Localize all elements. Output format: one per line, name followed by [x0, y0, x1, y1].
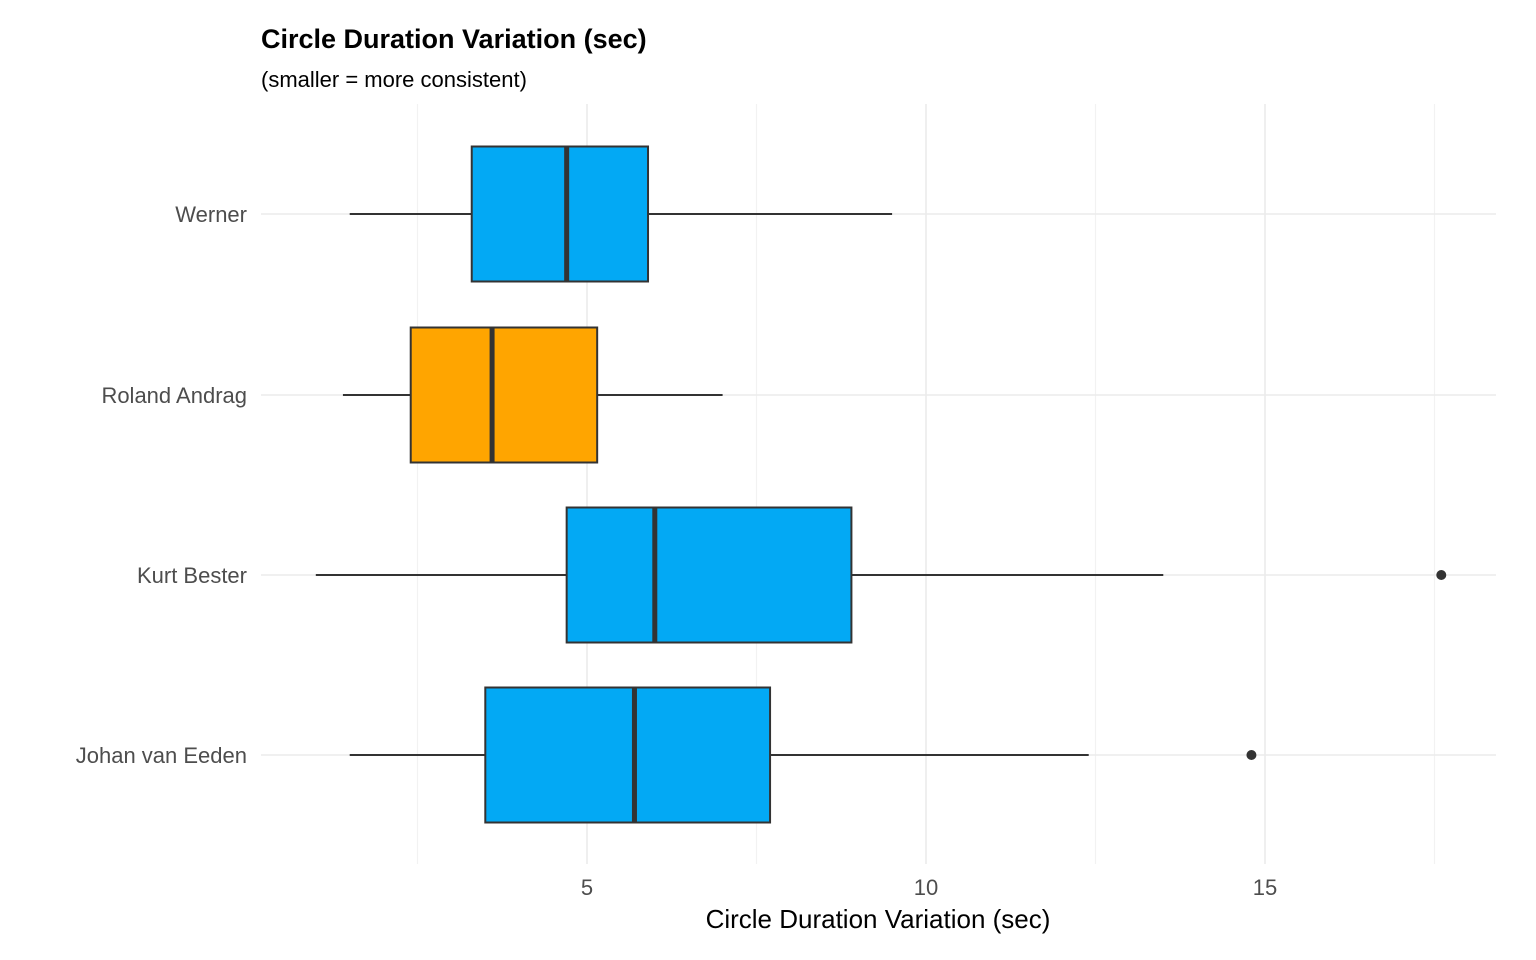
box-body — [484, 686, 772, 824]
y-tick-label-3: Johan van Eeden — [76, 743, 247, 768]
box-series — [315, 145, 1447, 824]
outlier-point-0 — [1436, 570, 1447, 580]
y-tick-label-0: Werner — [175, 202, 247, 227]
y-tick-label-1: Roland Andrag — [101, 383, 247, 408]
box-2 — [315, 506, 1447, 644]
box-body — [565, 506, 853, 644]
x-tick-label-2: 15 — [1253, 875, 1277, 900]
box-body — [409, 326, 599, 464]
grid-lines — [261, 104, 1496, 864]
outlier-point-0 — [1246, 750, 1257, 760]
y-axis-labels: Werner Roland Andrag Kurt Bester Johan van … — [76, 202, 247, 768]
box-1 — [342, 326, 723, 464]
chart-subtitle: (smaller = more consistent) — [261, 67, 527, 92]
x-axis-title: Circle Duration Variation (sec) — [706, 904, 1051, 934]
box-0 — [349, 145, 893, 283]
chart-title: Circle Duration Variation (sec) — [261, 24, 647, 54]
x-tick-label-0: 5 — [581, 875, 593, 900]
y-tick-label-2: Kurt Bester — [137, 563, 247, 588]
box-3 — [349, 686, 1257, 824]
x-tick-label-1: 10 — [914, 875, 938, 900]
box-body — [470, 145, 650, 283]
x-axis-labels: 5 10 15 — [581, 875, 1277, 900]
